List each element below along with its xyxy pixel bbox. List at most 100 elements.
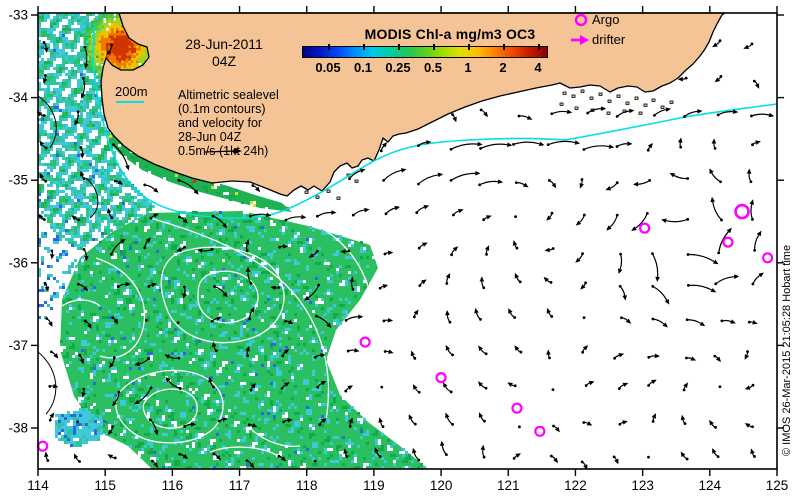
- chl-pixel: [351, 256, 354, 259]
- chl-pixel: [108, 25, 111, 28]
- chl-pixel: [68, 181, 71, 184]
- chl-pixel: [121, 48, 124, 51]
- chl-pixel: [381, 433, 384, 436]
- chl-pixel: [114, 358, 117, 361]
- chl-pixel: [68, 154, 71, 157]
- chl-pixel: [129, 418, 132, 421]
- chl-pixel: [351, 460, 354, 463]
- chl-pixel: [258, 259, 261, 262]
- chl-pixel: [327, 448, 330, 451]
- chl-pixel: [174, 424, 177, 427]
- chl-pixel: [171, 301, 174, 304]
- chl-pixel: [231, 319, 234, 322]
- chl-pixel: [147, 316, 150, 319]
- chl-pixel: [113, 35, 116, 38]
- chl-pixel: [56, 184, 59, 187]
- chl-pixel: [65, 79, 68, 82]
- velocity-arrowhead: [452, 246, 459, 252]
- chl-pixel: [70, 444, 73, 447]
- velocity-arrow: [609, 214, 618, 228]
- chl-pixel: [53, 133, 56, 136]
- chl-pixel: [207, 400, 210, 403]
- chl-pixel: [240, 283, 243, 286]
- chl-pixel: [88, 38, 91, 41]
- chl-pixel: [303, 343, 306, 346]
- chl-pixel: [114, 292, 117, 295]
- chl-pixel: [306, 328, 309, 331]
- chl-pixel: [234, 250, 237, 253]
- chl-pixel: [177, 226, 180, 229]
- chl-pixel: [103, 13, 106, 16]
- chl-pixel: [114, 370, 117, 373]
- chl-pixel: [92, 172, 95, 175]
- chl-pixel: [168, 280, 171, 283]
- chl-pixel: [240, 346, 243, 349]
- chl-pixel: [141, 313, 144, 316]
- chl-pixel: [101, 23, 104, 26]
- chl-pixel: [168, 415, 171, 418]
- chl-pixel: [168, 238, 171, 241]
- chl-pixel: [83, 148, 86, 151]
- chl-pixel: [81, 400, 84, 403]
- chl-pixel: [108, 343, 111, 346]
- velocity-arrow: [513, 141, 540, 145]
- chl-pixel: [294, 349, 297, 352]
- chl-pixel: [131, 202, 134, 205]
- chl-pixel: [108, 325, 111, 328]
- chl-pixel: [243, 400, 246, 403]
- chl-pixel: [50, 19, 53, 22]
- chl-pixel: [129, 304, 132, 307]
- chl-pixel: [110, 163, 113, 166]
- chl-pixel: [41, 103, 44, 106]
- chl-pixel: [104, 154, 107, 157]
- chl-pixel: [405, 457, 408, 460]
- chl-pixel: [156, 403, 159, 406]
- chl-pixel: [354, 295, 357, 298]
- chl-pixel: [222, 322, 225, 325]
- chl-pixel: [276, 361, 279, 364]
- chl-pixel: [225, 253, 228, 256]
- chl-pixel: [128, 50, 131, 53]
- chl-pixel: [56, 175, 59, 178]
- chl-pixel: [70, 429, 73, 432]
- chl-pixel: [378, 448, 381, 451]
- chl-pixel: [79, 429, 82, 432]
- chl-pixel: [351, 451, 354, 454]
- chl-pixel: [77, 82, 80, 85]
- figure-title: MODIS Chl-a mg/m3 OC3: [364, 26, 536, 42]
- chl-pixel: [309, 454, 312, 457]
- chl-pixel: [62, 172, 65, 175]
- velocity-arrow: [551, 455, 556, 460]
- chl-pixel: [210, 253, 213, 256]
- chl-pixel: [53, 163, 56, 166]
- chl-pixel: [47, 205, 50, 208]
- altimetry-note: Altimetric sealevel (0.1m contours) and …: [178, 88, 279, 158]
- chl-pixel: [246, 298, 249, 301]
- chl-pixel: [273, 439, 276, 442]
- velocity-arrowhead: [48, 321, 53, 328]
- chl-pixel: [171, 415, 174, 418]
- chl-pixel: [261, 463, 264, 466]
- chl-pixel: [153, 286, 156, 289]
- chl-pixel: [237, 367, 240, 370]
- chl-pixel: [246, 220, 249, 223]
- chl-pixel: [306, 241, 309, 244]
- chl-pixel: [201, 364, 204, 367]
- chl-pixel: [366, 430, 369, 433]
- chl-pixel: [252, 295, 255, 298]
- island: [638, 111, 643, 115]
- velocity-arrowhead: [349, 276, 355, 282]
- chl-pixel: [113, 217, 116, 220]
- chl-pixel: [312, 457, 315, 460]
- chl-pixel: [213, 361, 216, 364]
- chl-pixel: [243, 298, 246, 301]
- chl-pixel: [62, 271, 65, 274]
- chl-pixel: [231, 229, 234, 232]
- chl-pixel: [53, 277, 56, 280]
- island: [589, 96, 594, 100]
- chl-pixel: [135, 295, 138, 298]
- chl-pixel: [144, 283, 147, 286]
- chl-pixel: [62, 157, 65, 160]
- chl-pixel: [96, 325, 99, 328]
- chl-pixel: [106, 15, 109, 18]
